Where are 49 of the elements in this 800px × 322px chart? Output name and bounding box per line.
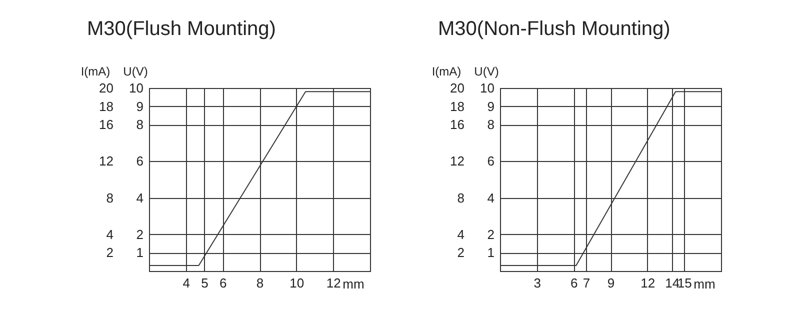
- y-tick-label: 8: [136, 117, 144, 132]
- y2-tick-label: 2: [457, 245, 464, 260]
- x-tick-label: 4: [182, 276, 190, 290]
- x-tick-label: 12: [640, 276, 656, 290]
- y-tick-label: 10: [129, 80, 144, 96]
- x-tick-label: 6: [220, 276, 227, 290]
- x-tick-label: 15: [677, 276, 692, 290]
- x-tick-label: 5: [201, 276, 208, 290]
- y2-axis-title: I(mA): [80, 64, 110, 78]
- y2-tick-label: 4: [457, 226, 464, 242]
- y2-tick-label: 16: [450, 117, 464, 132]
- y-tick-label: 6: [136, 154, 144, 169]
- y-tick-label: 2: [136, 226, 144, 242]
- y-axis-title: U(V): [474, 64, 499, 78]
- y-tick-label: 9: [487, 98, 494, 114]
- y2-tick-label: 2: [106, 245, 114, 260]
- y2-tick-label: 12: [99, 154, 114, 169]
- y2-tick-label: 8: [457, 190, 464, 206]
- y-tick-label: 2: [487, 226, 494, 242]
- y-tick-label: 9: [136, 98, 144, 114]
- y2-tick-label: 12: [450, 154, 464, 169]
- y-tick-label: 1: [487, 245, 494, 260]
- x-tick-label: 8: [256, 276, 264, 290]
- y-tick-label: 8: [487, 117, 494, 132]
- y2-tick-label: 8: [106, 190, 114, 206]
- x-tick-label: 6: [570, 276, 578, 290]
- y-tick-label: 6: [487, 154, 494, 169]
- x-tick-label: 14: [665, 276, 680, 290]
- y-tick-label: 4: [487, 190, 494, 206]
- x-axis-title: mm: [342, 276, 364, 292]
- x-tick-label: 12: [326, 276, 341, 290]
- y2-tick-label: 18: [99, 98, 114, 114]
- chart-title: M30(Non-Flush Mounting): [438, 18, 670, 40]
- y2-tick-label: 4: [106, 226, 114, 242]
- x-tick-label: 7: [582, 276, 590, 290]
- y-tick-label: 1: [136, 245, 144, 260]
- y2-axis-title: I(mA): [432, 64, 462, 78]
- y2-tick-label: 16: [99, 117, 114, 132]
- x-axis-title: mm: [694, 276, 716, 292]
- x-tick-label: 9: [607, 276, 615, 290]
- y2-tick-label: 20: [99, 80, 114, 96]
- x-tick-label: 3: [534, 276, 541, 290]
- y2-tick-label: 20: [450, 80, 464, 96]
- x-tick-label: 10: [290, 276, 304, 290]
- chart-title: M30(Flush Mounting): [87, 18, 276, 40]
- y-tick-label: 4: [136, 190, 144, 206]
- y2-tick-label: 18: [450, 98, 464, 114]
- y-tick-label: 10: [480, 80, 494, 96]
- y-axis-title: U(V): [123, 64, 148, 78]
